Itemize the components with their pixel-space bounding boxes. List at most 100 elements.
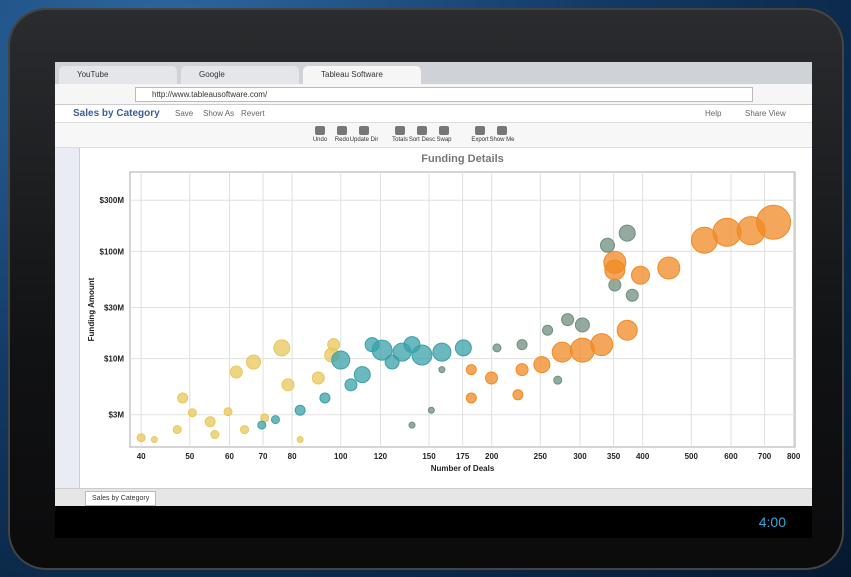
bubble (466, 365, 476, 375)
y-tick-label: $300M (100, 196, 125, 205)
bubble (211, 431, 219, 439)
bubble (516, 364, 528, 376)
x-tick-label: 200 (485, 452, 499, 461)
bubble (258, 421, 266, 429)
bubble (428, 407, 434, 413)
clock: 4:00 (759, 514, 786, 530)
x-tick-label: 250 (534, 452, 548, 461)
x-tick-label: 150 (422, 452, 436, 461)
bubble (455, 340, 471, 356)
y-tick-label: $30M (104, 303, 124, 312)
bubble (151, 437, 157, 443)
bubble (320, 393, 330, 403)
bubble (409, 422, 415, 428)
bubble (609, 279, 621, 291)
bubble (173, 426, 181, 434)
bubble (543, 325, 553, 335)
bubble (554, 376, 562, 384)
menu-item[interactable]: Share View (745, 105, 786, 122)
sheet-tabs: Sales by Category (55, 488, 812, 506)
bubble (354, 367, 370, 383)
toolbar-icon[interactable] (475, 126, 485, 135)
toolbar-icon[interactable] (359, 126, 369, 135)
menu-item[interactable]: Revert (241, 105, 265, 122)
bubble (517, 340, 527, 350)
bubble (271, 416, 279, 424)
x-tick-label: 300 (573, 452, 587, 461)
toolbar-label[interactable]: Swap (429, 137, 459, 143)
y-tick-label: $3M (108, 411, 124, 420)
x-tick-label: 400 (636, 452, 650, 461)
x-tick-label: 60 (225, 452, 234, 461)
x-tick-label: 500 (685, 452, 699, 461)
x-axis-label: Number of Deals (431, 464, 495, 473)
bubble (247, 355, 261, 369)
toolbar-icon[interactable] (337, 126, 347, 135)
bubble (552, 342, 572, 362)
bubble (485, 372, 497, 384)
x-tick-label: 120 (374, 452, 388, 461)
browser-tab[interactable]: Tableau Software (303, 66, 421, 84)
bubble (658, 257, 680, 279)
bubble (626, 289, 638, 301)
workbook-title: Sales by Category (73, 105, 160, 122)
bubble (617, 320, 637, 340)
toolbar-icon[interactable] (417, 126, 427, 135)
bubble (312, 372, 324, 384)
bubble (224, 408, 232, 416)
bubble (332, 351, 350, 369)
y-axis-label: Funding Amount (87, 277, 96, 341)
nav-bar: 4:00 (55, 506, 812, 538)
bubble (493, 344, 501, 352)
menu-item[interactable]: Save (175, 105, 193, 122)
bubble (241, 426, 249, 434)
bubble (404, 337, 420, 353)
browser-tab[interactable]: YouTube (59, 66, 177, 84)
url-bar: http://www.tableausoftware.com/ (55, 84, 812, 105)
screen: YouTube Google Tableau Software http://w… (55, 62, 812, 506)
menu-item[interactable]: Show As (203, 105, 234, 122)
toolbar-icon[interactable] (497, 126, 507, 135)
bubble (345, 379, 357, 391)
bubble (433, 343, 451, 361)
bubble (513, 390, 523, 400)
y-tick-label: $100M (100, 247, 125, 256)
x-tick-label: 70 (259, 452, 268, 461)
toolbar-label[interactable]: Show Me (487, 137, 517, 143)
x-tick-label: 50 (185, 452, 194, 461)
bubble (178, 393, 188, 403)
browser-tab[interactable]: Google (181, 66, 299, 84)
toolbar-label[interactable]: Update Dir (349, 137, 379, 143)
bubble (619, 225, 635, 241)
menu-item[interactable]: Help (705, 105, 721, 122)
bubble (188, 409, 196, 417)
bubble (570, 338, 594, 362)
bubble (439, 367, 445, 373)
side-panel (55, 148, 80, 488)
page: {"browser":{"tabs":["YouTube","Google","… (0, 0, 851, 577)
x-tick-label: 80 (288, 452, 297, 461)
x-tick-label: 40 (137, 452, 146, 461)
bubble (385, 355, 399, 369)
bubble (534, 357, 550, 373)
x-tick-label: 350 (607, 452, 621, 461)
bubble (562, 314, 574, 326)
bubble (205, 417, 215, 427)
bubble (282, 379, 294, 391)
chart-title: Funding Details (421, 153, 504, 165)
bubble (605, 260, 625, 280)
bubble (295, 405, 305, 415)
app-header: Sales by Category Save Show As Revert He… (55, 105, 812, 123)
bubble (230, 366, 242, 378)
sheet-tab[interactable]: Sales by Category (85, 491, 156, 506)
bubble (365, 338, 379, 352)
x-tick-label: 175 (456, 452, 470, 461)
toolbar-icon[interactable] (439, 126, 449, 135)
toolbar-icon[interactable] (315, 126, 325, 135)
bubble (274, 340, 290, 356)
bubble (631, 266, 649, 284)
url-field[interactable]: http://www.tableausoftware.com/ (135, 87, 753, 102)
toolbar-icon[interactable] (395, 126, 405, 135)
